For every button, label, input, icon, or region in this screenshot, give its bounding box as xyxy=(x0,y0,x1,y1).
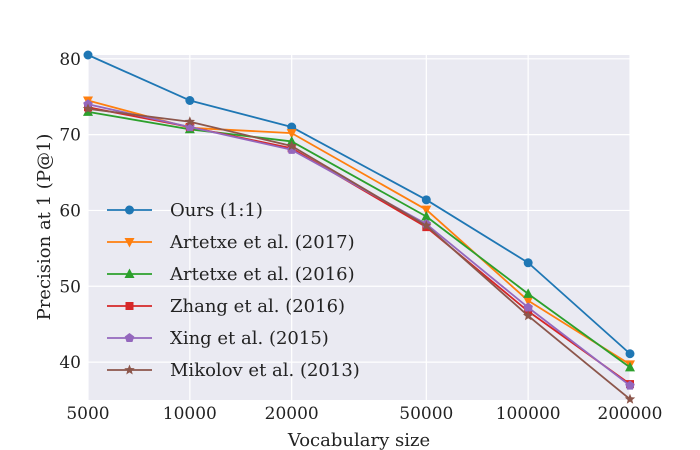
x-tick-label: 50000 xyxy=(399,404,453,424)
data-point xyxy=(522,310,534,321)
data-point xyxy=(523,258,533,268)
legend-marker xyxy=(124,238,135,248)
data-point xyxy=(523,296,534,307)
x-tick-label: 200000 xyxy=(598,404,663,424)
legend-item-artetxe-et-al-2017: Artetxe et al. (2017) xyxy=(107,232,355,253)
data-point xyxy=(625,380,635,390)
data-point xyxy=(82,103,94,114)
legend-marker xyxy=(124,333,135,343)
y-tick-label: 40 xyxy=(59,353,81,373)
legend-item-ours-1-1: Ours (1:1) xyxy=(107,200,263,221)
data-point xyxy=(523,288,534,298)
x-tick-label: 100000 xyxy=(496,404,561,424)
y-tick-label: 50 xyxy=(59,277,81,297)
series-ours-1-1 xyxy=(83,50,635,359)
data-point xyxy=(625,349,635,359)
legend-item-zhang-et-al-2016: Zhang et al. (2016) xyxy=(107,296,345,317)
legend-item-xing-et-al-2015: Xing et al. (2015) xyxy=(107,328,329,349)
data-point xyxy=(286,129,297,139)
legend-item-artetxe-et-al-2016: Artetxe et al. (2016) xyxy=(107,264,355,285)
gridlines xyxy=(87,55,631,400)
data-point xyxy=(421,220,432,231)
y-tick-label: 80 xyxy=(59,50,81,70)
data-point xyxy=(421,195,431,205)
series-line xyxy=(87,107,631,400)
legend-label: Zhang et al. (2016) xyxy=(170,296,345,317)
legend-label: Xing et al. (2015) xyxy=(170,328,329,349)
legend-marker xyxy=(125,302,134,310)
series-layer xyxy=(82,50,636,404)
legend-item-mikolov-et-al-2013: Mikolov et al. (2013) xyxy=(107,360,360,381)
data-point xyxy=(625,361,635,372)
legend-marker xyxy=(124,364,135,375)
data-point xyxy=(523,302,533,312)
legend-label: Artetxe et al. (2017) xyxy=(169,232,355,253)
data-point xyxy=(184,116,196,127)
series-line xyxy=(87,110,631,369)
y-axis-title: Precision at 1 (P@1) xyxy=(34,134,55,321)
x-tick-labels: 5000 10000 20000 50000 100000 200000 xyxy=(66,404,662,424)
data-point xyxy=(286,140,297,151)
legend: Ours (1:1) Artetxe et al. (2017) Artetxe e… xyxy=(107,200,360,381)
y-tick-label: 60 xyxy=(59,201,81,221)
y-tick-label: 70 xyxy=(59,126,81,146)
legend-marker xyxy=(125,205,134,215)
plot-background xyxy=(88,55,630,400)
data-point xyxy=(83,50,93,60)
legend-marker xyxy=(124,268,135,278)
data-point xyxy=(421,211,432,221)
data-point xyxy=(624,393,636,404)
series-line xyxy=(87,103,631,387)
x-tick-label: 5000 xyxy=(66,404,109,424)
legend-label: Artetxe et al. (2016) xyxy=(169,264,355,285)
legend-label: Mikolov et al. (2013) xyxy=(170,360,360,381)
data-point xyxy=(185,95,195,105)
series-mikolov-et-al-2013 xyxy=(82,103,636,404)
legend-label: Ours (1:1) xyxy=(170,200,263,221)
x-tick-label: 20000 xyxy=(265,404,319,424)
x-tick-label: 10000 xyxy=(163,404,217,424)
y-tick-labels: 40 50 60 70 80 xyxy=(59,50,81,373)
data-point xyxy=(421,205,432,216)
series-line xyxy=(87,54,631,355)
x-axis-title: Vocabulary size xyxy=(287,430,430,450)
